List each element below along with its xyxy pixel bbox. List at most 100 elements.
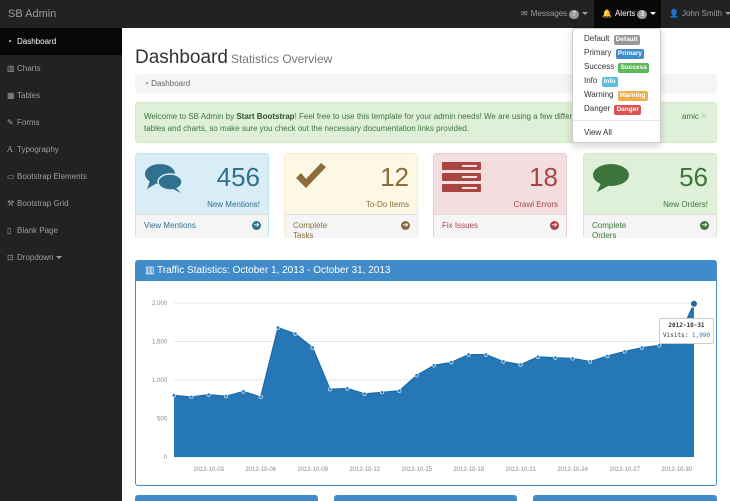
desktop-icon: ▭ xyxy=(7,172,15,181)
alert-item-danger[interactable]: Danger Danger xyxy=(584,104,641,115)
alerts-menu[interactable]: 🔔 Alerts 3 xyxy=(594,0,661,28)
label-primary: Primary xyxy=(615,49,645,59)
alert-text: tables and charts, so make sure you chec… xyxy=(144,124,470,133)
data-point xyxy=(605,354,610,359)
errors-label: Crawl Errors xyxy=(513,200,558,209)
label-success: Success xyxy=(618,63,649,73)
dropdown-divider xyxy=(573,120,660,121)
comment-icon xyxy=(593,164,629,192)
user-menu[interactable]: 👤 John Smith xyxy=(669,0,730,28)
fix-issues-link[interactable]: Fix Issues ➜ xyxy=(434,214,566,238)
alert-text: amic xyxy=(682,112,699,121)
sidebar-item-typography[interactable]: A Typography xyxy=(0,136,122,163)
caret-down-icon xyxy=(582,12,589,16)
bar-chart-icon: ▥ xyxy=(7,64,15,73)
tooltip-value: 1,990 xyxy=(691,332,710,339)
sidebar-item-bootstrap-grid[interactable]: ⚒ Bootstrap Grid xyxy=(0,190,122,217)
sidebar-item-label: Forms xyxy=(17,118,40,127)
data-point xyxy=(189,394,194,400)
messages-label: Messages xyxy=(530,9,568,18)
alert-link[interactable]: Start Bootstrap xyxy=(236,112,295,121)
data-point xyxy=(310,345,315,350)
y-tick-label: 2,000 xyxy=(152,301,168,307)
sidebar-item-label: Charts xyxy=(17,64,41,73)
label-info: Info xyxy=(601,77,618,87)
bottom-panel-heading xyxy=(334,495,517,501)
page-subtitle: Statistics Overview xyxy=(230,52,333,66)
sidebar-item-forms[interactable]: ✎ Forms xyxy=(0,109,122,136)
sidebar-item-blank-page[interactable]: ▯ Blank Page xyxy=(0,217,122,244)
arrow-circle-right-icon: ➜ xyxy=(252,221,261,230)
main-content: Dashboard Statistics Overview ◔ Dashboard… xyxy=(122,28,730,501)
alert-item-default[interactable]: Default Default xyxy=(584,34,640,45)
data-point xyxy=(223,394,229,399)
x-tick-label: 2012-10-12 xyxy=(349,467,380,473)
x-tick-label: 2012-10-18 xyxy=(453,467,484,473)
sidebar-item-dashboard[interactable]: ◔ Dashboard xyxy=(0,28,122,55)
chart-panel-heading: ▥ Traffic Statistics: October 1, 2013 - … xyxy=(136,261,716,281)
data-point xyxy=(657,343,662,348)
x-tick-label: 2012-10-24 xyxy=(557,467,588,473)
alert-item-info[interactable]: Info Info xyxy=(584,76,618,87)
alert-text: Welcome to SB Admin by xyxy=(144,112,237,121)
data-point xyxy=(379,390,385,395)
alert-text: ! Feel free to use this template for you… xyxy=(294,112,590,121)
messages-menu[interactable]: ✉ Messages 7 xyxy=(521,0,589,28)
comments-icon xyxy=(145,164,183,193)
x-tick-label: 2012-10-21 xyxy=(505,467,536,473)
check-icon xyxy=(296,163,326,188)
visits-area xyxy=(174,303,694,457)
y-tick-label: 1,500 xyxy=(152,340,168,346)
sidebar-item-bootstrap-elements[interactable]: ▭ Bootstrap Elements xyxy=(0,163,122,190)
sidebar-item-charts[interactable]: ▥ Charts xyxy=(0,55,122,82)
breadcrumb: ◔ Dashboard xyxy=(135,74,717,93)
view-all-alerts-link[interactable]: View All xyxy=(584,128,612,137)
tooltip-row: Visits: 1,990 xyxy=(663,332,710,339)
panel-footer-text: Complete Orders xyxy=(592,221,627,240)
panel-footer-text: Fix Issues xyxy=(442,221,479,230)
label-default: Default xyxy=(613,35,640,45)
view-mentions-link[interactable]: View Mentions ➜ xyxy=(136,214,268,238)
close-icon[interactable]: × xyxy=(701,111,707,122)
data-point xyxy=(449,360,454,365)
traffic-area-chart[interactable]: 0 500 1,000 1,500 2,000 2012-10-03 2012-10-06 2… xyxy=(136,281,716,485)
sidebar-item-dropdown[interactable]: ⊡ Dropdown xyxy=(0,244,122,271)
envelope-icon: ✉ xyxy=(521,9,528,18)
mentions-label: New Mentions! xyxy=(207,200,260,209)
wrench-icon: ⚒ xyxy=(7,199,15,208)
font-icon: A xyxy=(7,145,13,154)
complete-tasks-link[interactable]: Complete Tasks ➜ xyxy=(285,214,417,240)
x-tick-label: 2012-10-09 xyxy=(297,467,328,473)
sidebar-item-label: Blank Page xyxy=(17,226,58,235)
alerts-label: Alerts xyxy=(614,9,636,18)
data-point xyxy=(690,299,698,308)
caret-down-icon xyxy=(56,256,63,260)
sidebar-item-label: Dashboard xyxy=(17,37,57,46)
x-tick-label: 2012-10-06 xyxy=(245,467,276,473)
alert-item-primary[interactable]: Primary Primary xyxy=(584,48,645,59)
y-tick-label: 1,000 xyxy=(152,378,168,384)
data-point xyxy=(622,349,627,354)
tasks-list-icon xyxy=(442,162,481,192)
orders-label: New Orders! xyxy=(663,200,708,209)
complete-orders-link[interactable]: Complete Orders ➜ xyxy=(584,214,716,240)
sidebar-item-tables[interactable]: ▦ Tables xyxy=(0,82,122,109)
alert-item-text: Success xyxy=(584,62,615,71)
alert-item-warning[interactable]: Warning Warning xyxy=(584,90,648,101)
chart-tooltip: 2012-10-31 Visits: 1,990 xyxy=(659,318,714,344)
mentions-count: 456 xyxy=(216,162,260,192)
data-point xyxy=(293,331,298,336)
x-tick-label: 2012-10-30 xyxy=(661,467,692,473)
data-point xyxy=(587,359,593,364)
data-point xyxy=(414,373,419,378)
data-point xyxy=(466,352,471,357)
bar-chart-icon: ▥ xyxy=(145,265,158,276)
data-point xyxy=(258,394,263,400)
brand-link[interactable]: SB Admin xyxy=(8,8,57,20)
alerts-badge: 3 xyxy=(637,10,648,19)
mentions-panel: 456 New Mentions! View Mentions ➜ xyxy=(135,153,269,238)
alert-item-success[interactable]: Success Success xyxy=(584,62,649,73)
table-icon: ▦ xyxy=(7,91,15,100)
alerts-dropdown: Default Default Primary Primary Success … xyxy=(572,28,661,143)
sidebar: ◔ Dashboard ▥ Charts ▦ Tables ✎ Forms A Typog… xyxy=(0,28,122,501)
